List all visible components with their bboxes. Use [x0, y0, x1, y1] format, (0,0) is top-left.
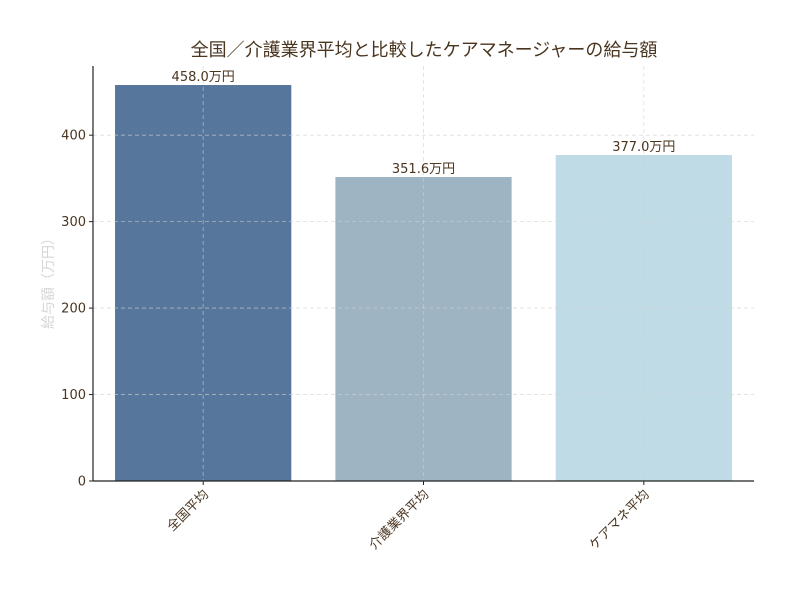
y-tick-label: 100	[61, 388, 86, 403]
grid-lines	[93, 66, 754, 481]
y-tick-label: 0	[78, 475, 86, 490]
y-tick-label: 200	[61, 302, 86, 317]
y-tick-label: 400	[61, 129, 86, 144]
axes	[89, 66, 754, 485]
y-axis-label: 給与額（万円）	[41, 231, 57, 329]
y-tick-label: 300	[61, 215, 86, 230]
value-label: 351.6万円	[392, 162, 455, 177]
value-label: 458.0万円	[172, 70, 235, 85]
x-tick-label: 介護業界平均	[366, 487, 432, 553]
chart-title: 全国／介護業界平均と比較したケアマネージャーの給与額	[191, 40, 658, 61]
x-tick-label: 全国平均	[164, 487, 212, 535]
value-label: 377.0万円	[612, 140, 675, 155]
x-tick-label: ケアマネ平均	[587, 487, 653, 553]
